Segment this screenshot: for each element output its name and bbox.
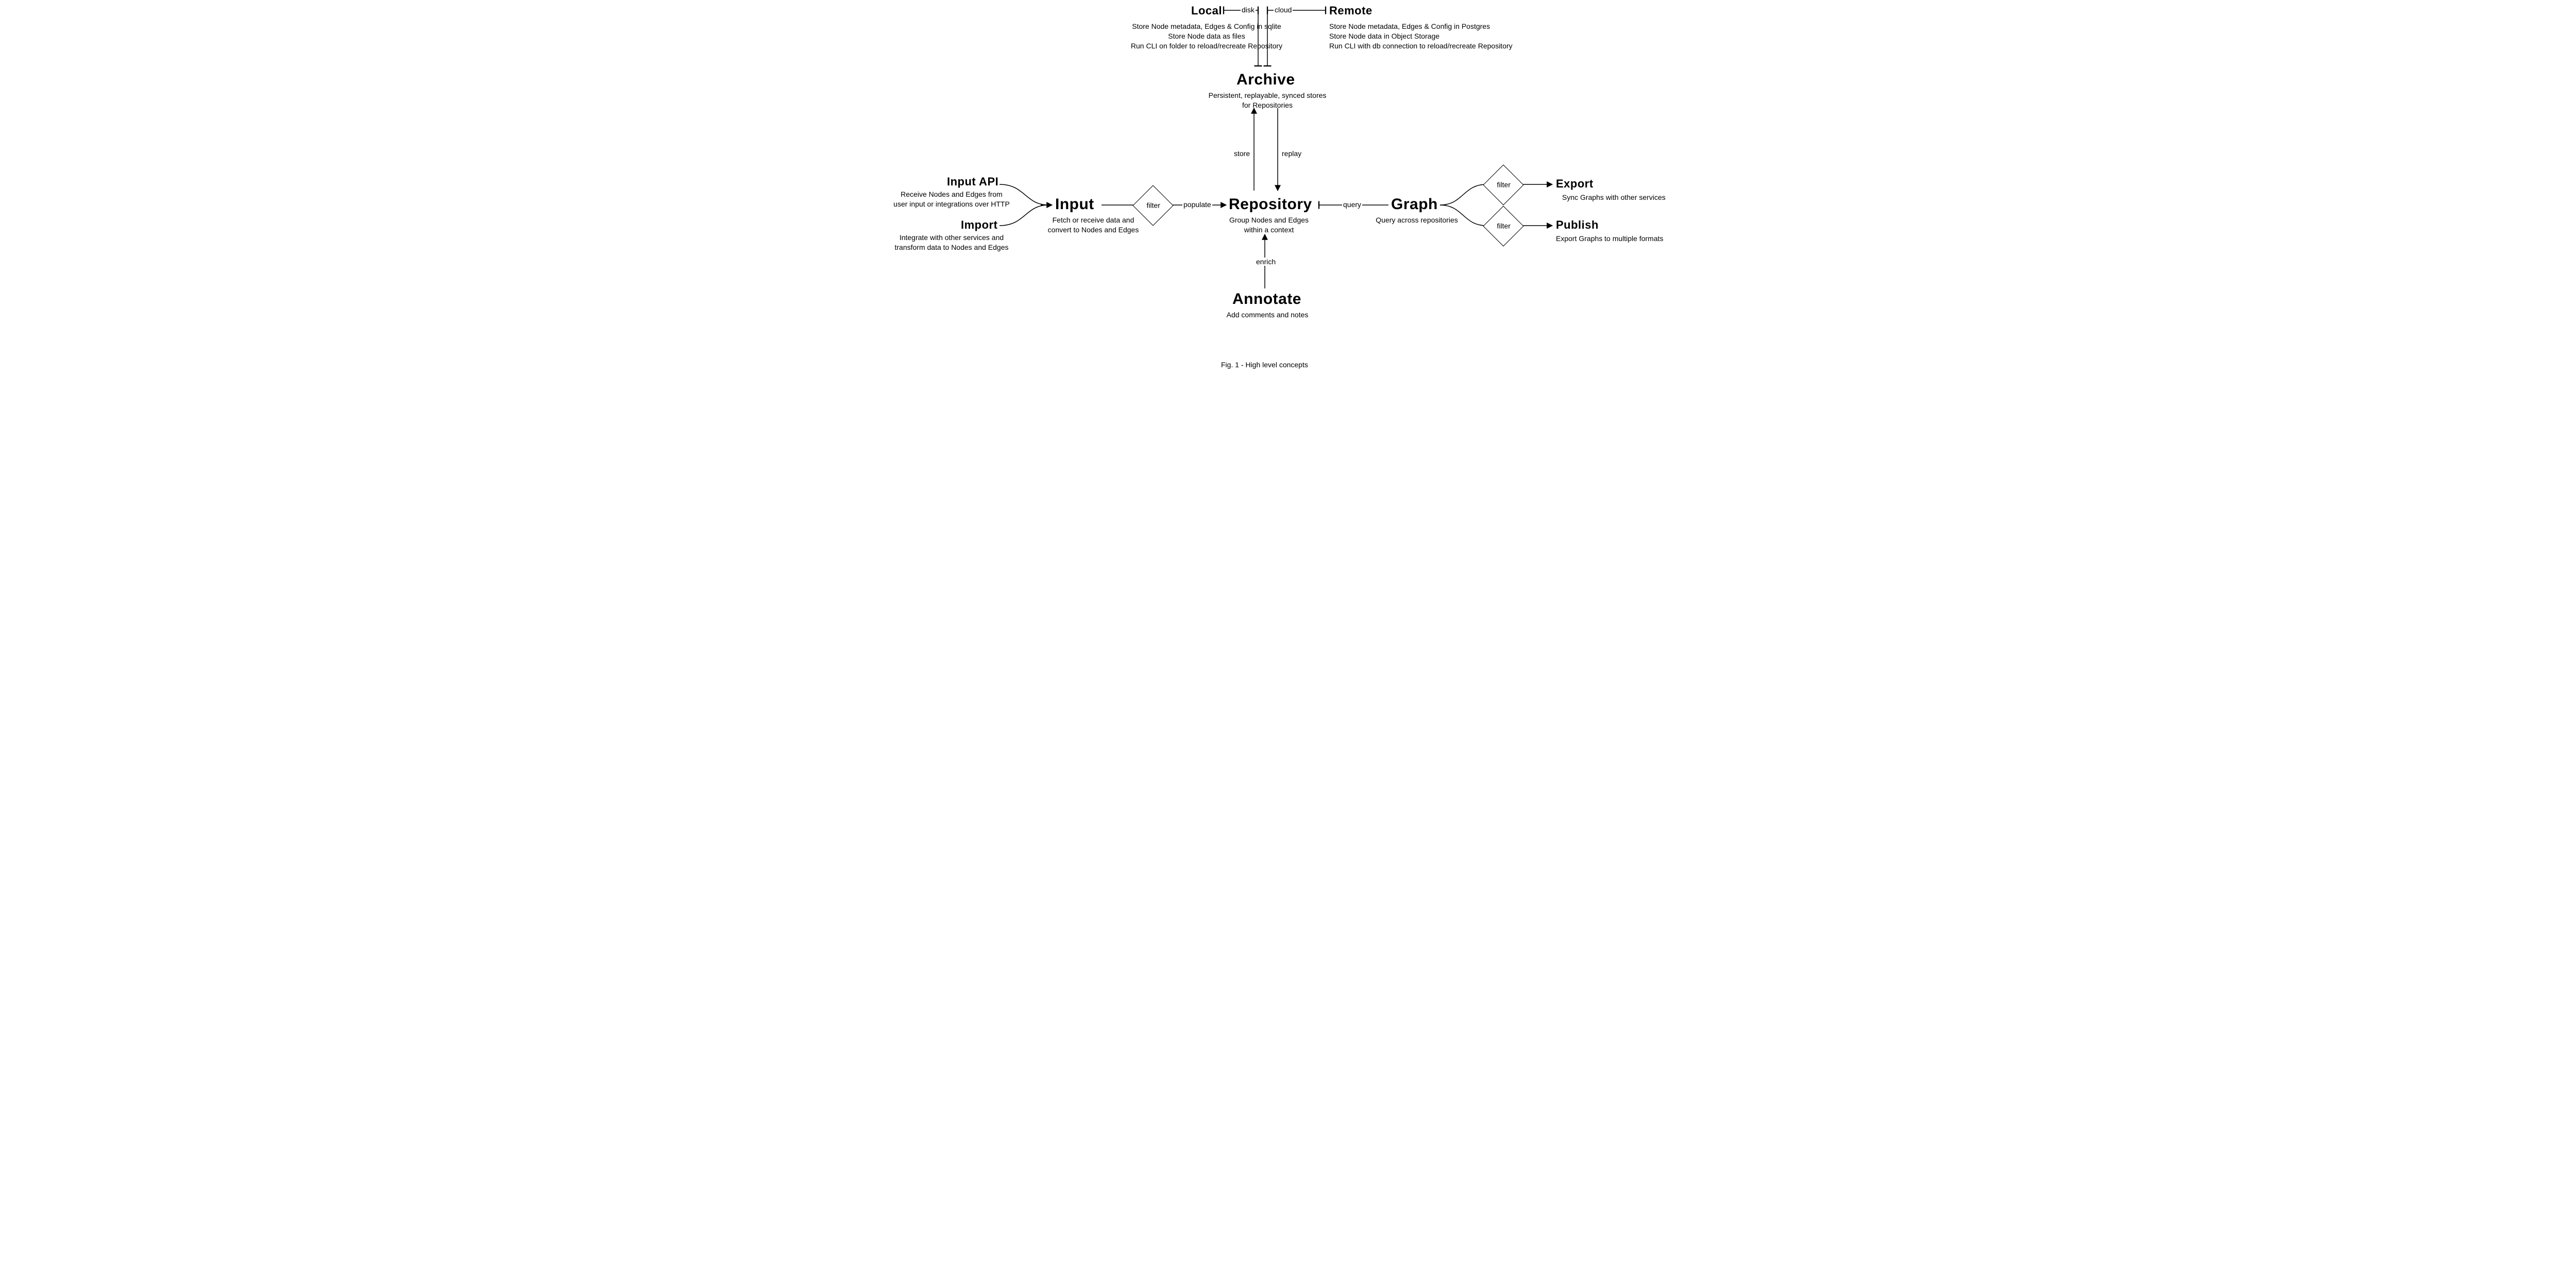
node-local-title: Local	[1191, 4, 1222, 18]
node-archive-title: Archive	[1236, 71, 1295, 89]
publish-filter-diamond: filter	[1483, 206, 1523, 246]
node-input-title: Input	[1055, 196, 1094, 213]
node-archive-desc: Persistent, replayable, synced storesfor…	[1200, 91, 1334, 110]
export-filter-diamond: filter	[1483, 164, 1523, 205]
diagram-canvas: Local Store Node metadata, Edges & Confi…	[886, 0, 1690, 379]
publish-filter-label: filter	[1490, 221, 1518, 230]
node-import-title: Import	[961, 218, 997, 232]
node-inputapi-desc: Receive Nodes and Edges fromuser input o…	[892, 190, 1011, 209]
node-annotate-title: Annotate	[1232, 291, 1301, 308]
edge-label-cloud: cloud	[1274, 6, 1293, 14]
node-import-desc: Integrate with other services andtransfo…	[892, 233, 1011, 252]
edge-label-query: query	[1342, 200, 1362, 209]
node-export-title: Export	[1556, 177, 1594, 191]
node-graph-desc: Query across repositories	[1370, 215, 1463, 225]
input-filter-label: filter	[1140, 201, 1167, 209]
node-remote-desc: Store Node metadata, Edges & Config in P…	[1329, 22, 1525, 51]
node-annotate-desc: Add comments and notes	[1213, 310, 1321, 320]
edge-label-store: store	[1233, 149, 1251, 158]
node-inputapi-title: Input API	[947, 175, 998, 189]
node-graph-title: Graph	[1391, 196, 1438, 213]
node-repository-desc: Group Nodes and Edgeswithin a context	[1220, 215, 1318, 235]
node-publish-title: Publish	[1556, 218, 1599, 232]
node-export-desc: Sync Graphs with other services	[1562, 193, 1681, 202]
node-repository-title: Repository	[1229, 196, 1312, 213]
edge-label-replay: replay	[1281, 149, 1302, 158]
node-remote-title: Remote	[1329, 4, 1372, 18]
export-filter-label: filter	[1490, 180, 1518, 189]
node-local-desc: Store Node metadata, Edges & Config in s…	[1124, 22, 1289, 51]
figure-caption: Fig. 1 - High level concepts	[1221, 361, 1308, 369]
node-input-desc: Fetch or receive data andconvert to Node…	[1042, 215, 1145, 235]
edge-label-populate: populate	[1182, 200, 1212, 209]
edge-graph-exportfilter	[1440, 184, 1486, 205]
node-publish-desc: Export Graphs to multiple formats	[1556, 234, 1680, 244]
edge-label-enrich: enrich	[1255, 258, 1277, 266]
edge-label-disk: disk	[1241, 6, 1256, 14]
